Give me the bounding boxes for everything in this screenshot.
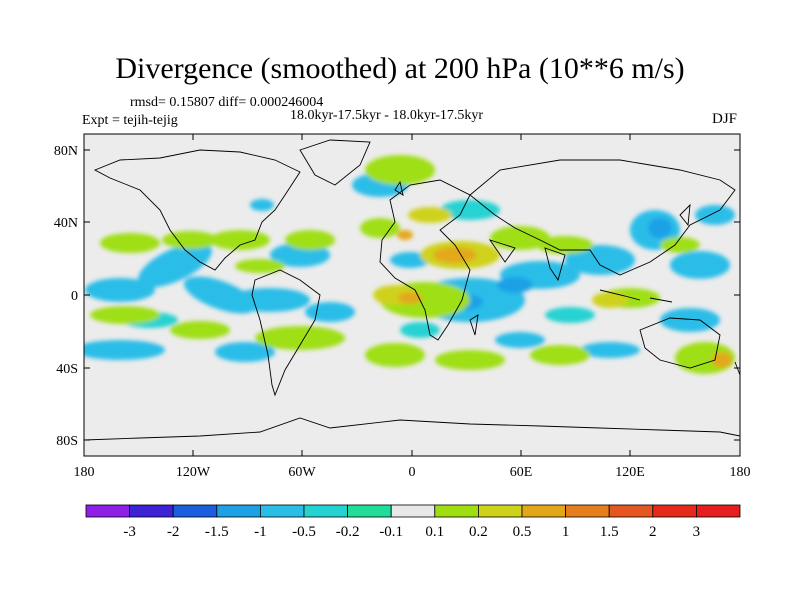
colorbar-label: 2 [649,524,657,540]
lat-label: 0 [71,289,78,304]
latitude-labels: 80N 40N 0 40S 80S [54,144,78,449]
colorbar-label: -1.5 [205,524,229,540]
divergence-field [84,155,735,374]
lon-label: 180 [730,465,751,480]
colorbar-label: -2 [167,524,180,540]
colorbar-swatch [434,504,479,518]
plot-title: Divergence (smoothed) at 200 hPa (10**6 … [115,52,685,85]
colorbar-label: -3 [123,524,136,540]
lat-label: 80S [56,434,78,449]
colorbar [85,504,741,518]
lon-label: 60E [510,465,533,480]
colorbar-label: -0.1 [379,524,403,540]
lon-label: 120W [176,465,211,480]
colorbar-swatch [129,504,174,518]
experiment-label: Expt = tejih-tejig [82,113,178,128]
colorbar-swatch [608,504,654,518]
colorbar-swatch [259,504,305,518]
colorbar-swatch [477,504,523,518]
coastlines [84,139,740,441]
colorbar-labels: -3 -2 -1.5 -1 -0.5 -0.2 -0.1 0.1 0.2 0.5 1 1.5 2 3 [123,524,700,540]
colorbar-label: 1.5 [600,524,619,540]
colorbar-swatch [521,504,566,518]
longitude-labels: 180 120W 60W 0 60E 120E 180 [74,465,751,480]
colorbar-swatch [347,504,392,518]
lon-label: 60W [288,465,316,480]
lat-label: 40N [54,216,78,231]
colorbar-label: 3 [693,524,701,540]
colorbar-label: -1 [254,524,267,540]
period-label: 18.0kyr-17.5kyr - 18.0kyr-17.5kyr [290,108,484,123]
colorbar-label: 1 [562,524,570,540]
colorbar-swatch [652,504,697,518]
lat-label: 40S [56,362,78,377]
lon-label: 0 [409,465,416,480]
colorbar-swatch [565,504,610,518]
lon-label: 120E [615,465,645,480]
season-label: DJF [712,111,738,127]
colorbar-label: -0.5 [292,524,316,540]
colorbar-label: 0.5 [513,524,532,540]
rmsd-diff-stats: rmsd= 0.15807 diff= 0.000246004 [130,95,324,110]
axis-ticks [83,134,741,456]
colorbar-swatch [696,504,741,518]
colorbar-label: 0.1 [425,524,444,540]
lon-label: 180 [74,465,95,480]
colorbar-swatch [172,504,218,518]
colorbar-swatch [216,504,261,518]
colorbar-swatch [390,504,436,518]
lat-label: 80N [54,144,78,159]
colorbar-label: 0.2 [469,524,488,540]
colorbar-swatch [85,504,130,518]
colorbar-swatch [303,504,348,518]
colorbar-label: -0.2 [336,524,360,540]
